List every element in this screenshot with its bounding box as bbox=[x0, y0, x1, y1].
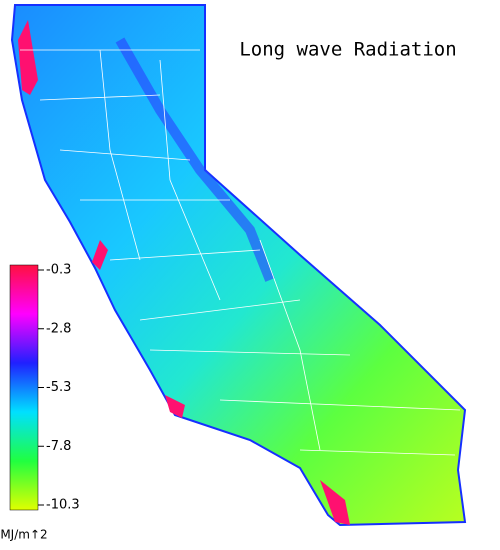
map-title: Long wave Radiation bbox=[239, 39, 456, 61]
scale-tick-label: -10.3 bbox=[46, 498, 80, 513]
scale-unit: MJ/m↑2 bbox=[0, 528, 47, 542]
california-shape bbox=[10, 4, 467, 527]
color-scale-bar bbox=[9, 264, 39, 511]
scale-tick-label: -7.8 bbox=[46, 439, 71, 454]
scale-tick-label: -0.3 bbox=[46, 263, 71, 278]
scale-tick-label: -2.8 bbox=[46, 321, 71, 336]
mountain-band bbox=[115, 37, 275, 282]
county-lines bbox=[20, 49, 461, 456]
scale-tick-label: -5.3 bbox=[46, 380, 71, 395]
